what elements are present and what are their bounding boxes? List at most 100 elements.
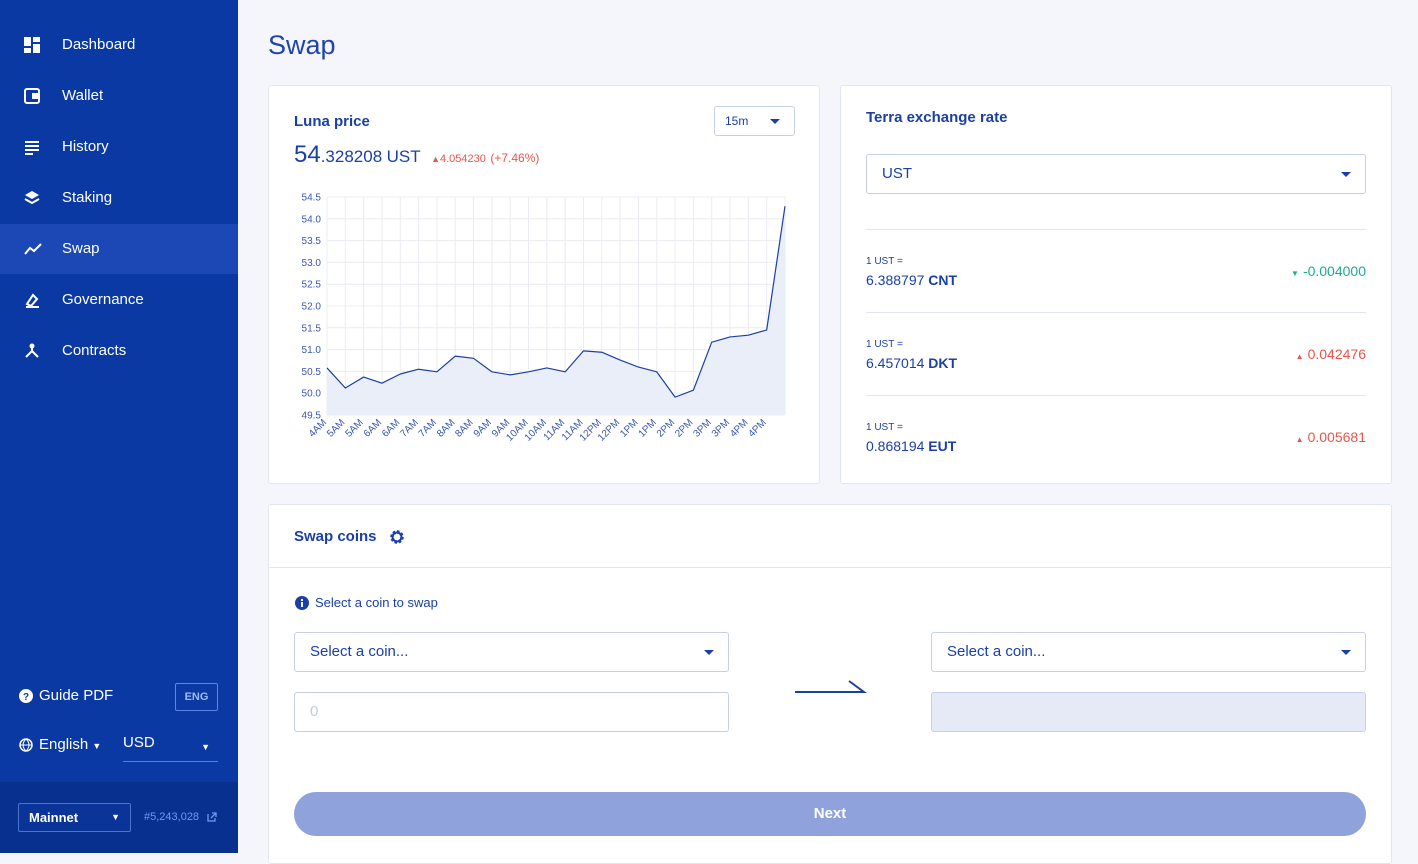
x-tick-label: 1PM [637, 417, 659, 439]
x-tick-label: 5AM [343, 417, 365, 439]
external-icon [207, 812, 217, 822]
change-arrow: ▼ [1291, 269, 1299, 278]
from-coin-select[interactable]: Select a coin... [294, 632, 729, 672]
divider [866, 312, 1366, 313]
nav-item[interactable]: Dashboard [0, 20, 238, 70]
change-arrow: ▲ [1295, 435, 1304, 444]
svg-text:?: ? [23, 692, 29, 703]
language: English [39, 736, 89, 753]
placeholder: Select a coin... [310, 643, 409, 660]
amount-input[interactable]: 0 [294, 692, 729, 732]
divider [866, 395, 1366, 396]
nav-label: Staking [62, 189, 113, 206]
language-select[interactable]: English ▼ [39, 736, 102, 753]
x-tick-label: 8AM [453, 417, 475, 439]
rate-change: ▲ 0.042476 [1296, 346, 1366, 362]
price-unit: UST [386, 147, 421, 166]
nav-label: Governance [62, 291, 144, 308]
x-tick-label: 3PM [692, 417, 714, 439]
rate-number: 6.457014 [866, 355, 925, 371]
divider [269, 567, 1391, 568]
network-select[interactable]: Mainnet ▼ [18, 803, 131, 832]
change-value: 0.042476 [1307, 346, 1366, 362]
nav-item[interactable]: Staking [0, 173, 238, 223]
x-tick-label: 2PM [655, 417, 677, 439]
page-title: Swap [268, 30, 336, 60]
x-tick-label: 4PM [728, 417, 750, 439]
settings-icon[interactable] [389, 529, 405, 545]
x-tick-label: 4PM [746, 417, 768, 439]
currency-select[interactable]: UST [866, 154, 1366, 194]
y-tick-label: 54.5 [302, 193, 322, 204]
globe-icon [19, 738, 33, 752]
y-tick-label: 50.5 [302, 367, 322, 378]
guide-language[interactable]: ENG [175, 683, 218, 711]
nav-label: Wallet [62, 87, 104, 104]
rate-denom: CNT [928, 272, 958, 288]
card-title: Swap coins [294, 528, 377, 545]
nav-item[interactable]: Swap [0, 224, 238, 274]
card-title: Luna price [294, 113, 370, 130]
to-coin-select[interactable]: Select a coin... [931, 632, 1366, 672]
rate-value: 6.457014 DKT [866, 355, 957, 371]
rate-label: 1 UST = [866, 256, 903, 267]
price: 54.328208 UST ▲4.054230 (+7.46%) [294, 141, 540, 168]
placeholder: 0 [310, 703, 319, 720]
block-height[interactable]: #5,243,028 [144, 811, 200, 823]
y-tick-label: 51.5 [302, 323, 322, 334]
guide-link[interactable]: Guide PDF [39, 687, 114, 704]
change-value: -0.004000 [1302, 263, 1366, 279]
line [326, 206, 786, 398]
nav-item[interactable]: Governance [0, 275, 238, 325]
nav-label: Swap [62, 240, 100, 257]
x-tick-label: 2PM [673, 417, 695, 439]
price-whole: 54 [294, 141, 321, 168]
divider [866, 229, 1366, 230]
rate-value: 0.868194 EUT [866, 438, 956, 454]
currency: USD [123, 734, 155, 751]
help-icon: ? [19, 689, 33, 703]
x-tick-label: 8AM [435, 417, 457, 439]
price-change: 4.054230 [439, 153, 486, 165]
output-field [931, 692, 1366, 732]
price-fraction: .328208 [320, 147, 383, 166]
card-title: Terra exchange rate [866, 109, 1008, 126]
x-tick-label: 7AM [417, 417, 439, 439]
nav-label: History [62, 138, 109, 155]
currency-select[interactable]: USD ▼ [123, 734, 218, 762]
placeholder: Select a coin... [947, 643, 1046, 660]
price-change-percent: (+7.46%) [490, 151, 540, 165]
rate-denom: DKT [928, 355, 958, 371]
network: Mainnet [29, 810, 79, 825]
next-button[interactable]: Next [294, 792, 1366, 836]
interval-select[interactable]: 15m [714, 106, 795, 136]
x-tick-label: 7AM [398, 417, 420, 439]
info-icon [295, 596, 309, 610]
x-tick-label: 3PM [710, 417, 732, 439]
x-tick-label: 5AM [325, 417, 347, 439]
rate-number: 0.868194 [866, 438, 925, 454]
nav-item[interactable]: Wallet [0, 71, 238, 121]
rate-label: 1 UST = [866, 339, 903, 350]
arrow [795, 680, 867, 693]
interval: 15m [725, 114, 749, 128]
rate-change: ▲ 0.005681 [1296, 429, 1366, 445]
x-tick-label: 6AM [362, 417, 384, 439]
rate-change: ▼ -0.004000 [1291, 263, 1366, 279]
y-tick-label: 51.0 [302, 345, 322, 356]
change-arrow: ▲ [1295, 352, 1304, 361]
terra-card: Terra exchange rate UST 1 UST = 6.388797 … [840, 85, 1392, 484]
y-tick-label: 52.0 [302, 302, 322, 313]
rate-label: 1 UST = [866, 422, 903, 433]
x-tick-label: 6AM [380, 417, 402, 439]
currency: UST [882, 165, 912, 182]
x-tick-label: 9AM [472, 417, 494, 439]
nav-label: Dashboard [62, 36, 136, 53]
rate-number: 6.388797 [866, 272, 925, 288]
nav-label: Contracts [62, 342, 127, 359]
nav-item[interactable]: Contracts [0, 326, 238, 376]
price-chart: 49.5 50.0 50.5 51.0 51.5 52.0 52.5 53.0 53.5 54.0… [302, 193, 786, 444]
change-value: 0.005681 [1307, 429, 1366, 445]
nav-item[interactable]: History [0, 122, 238, 172]
